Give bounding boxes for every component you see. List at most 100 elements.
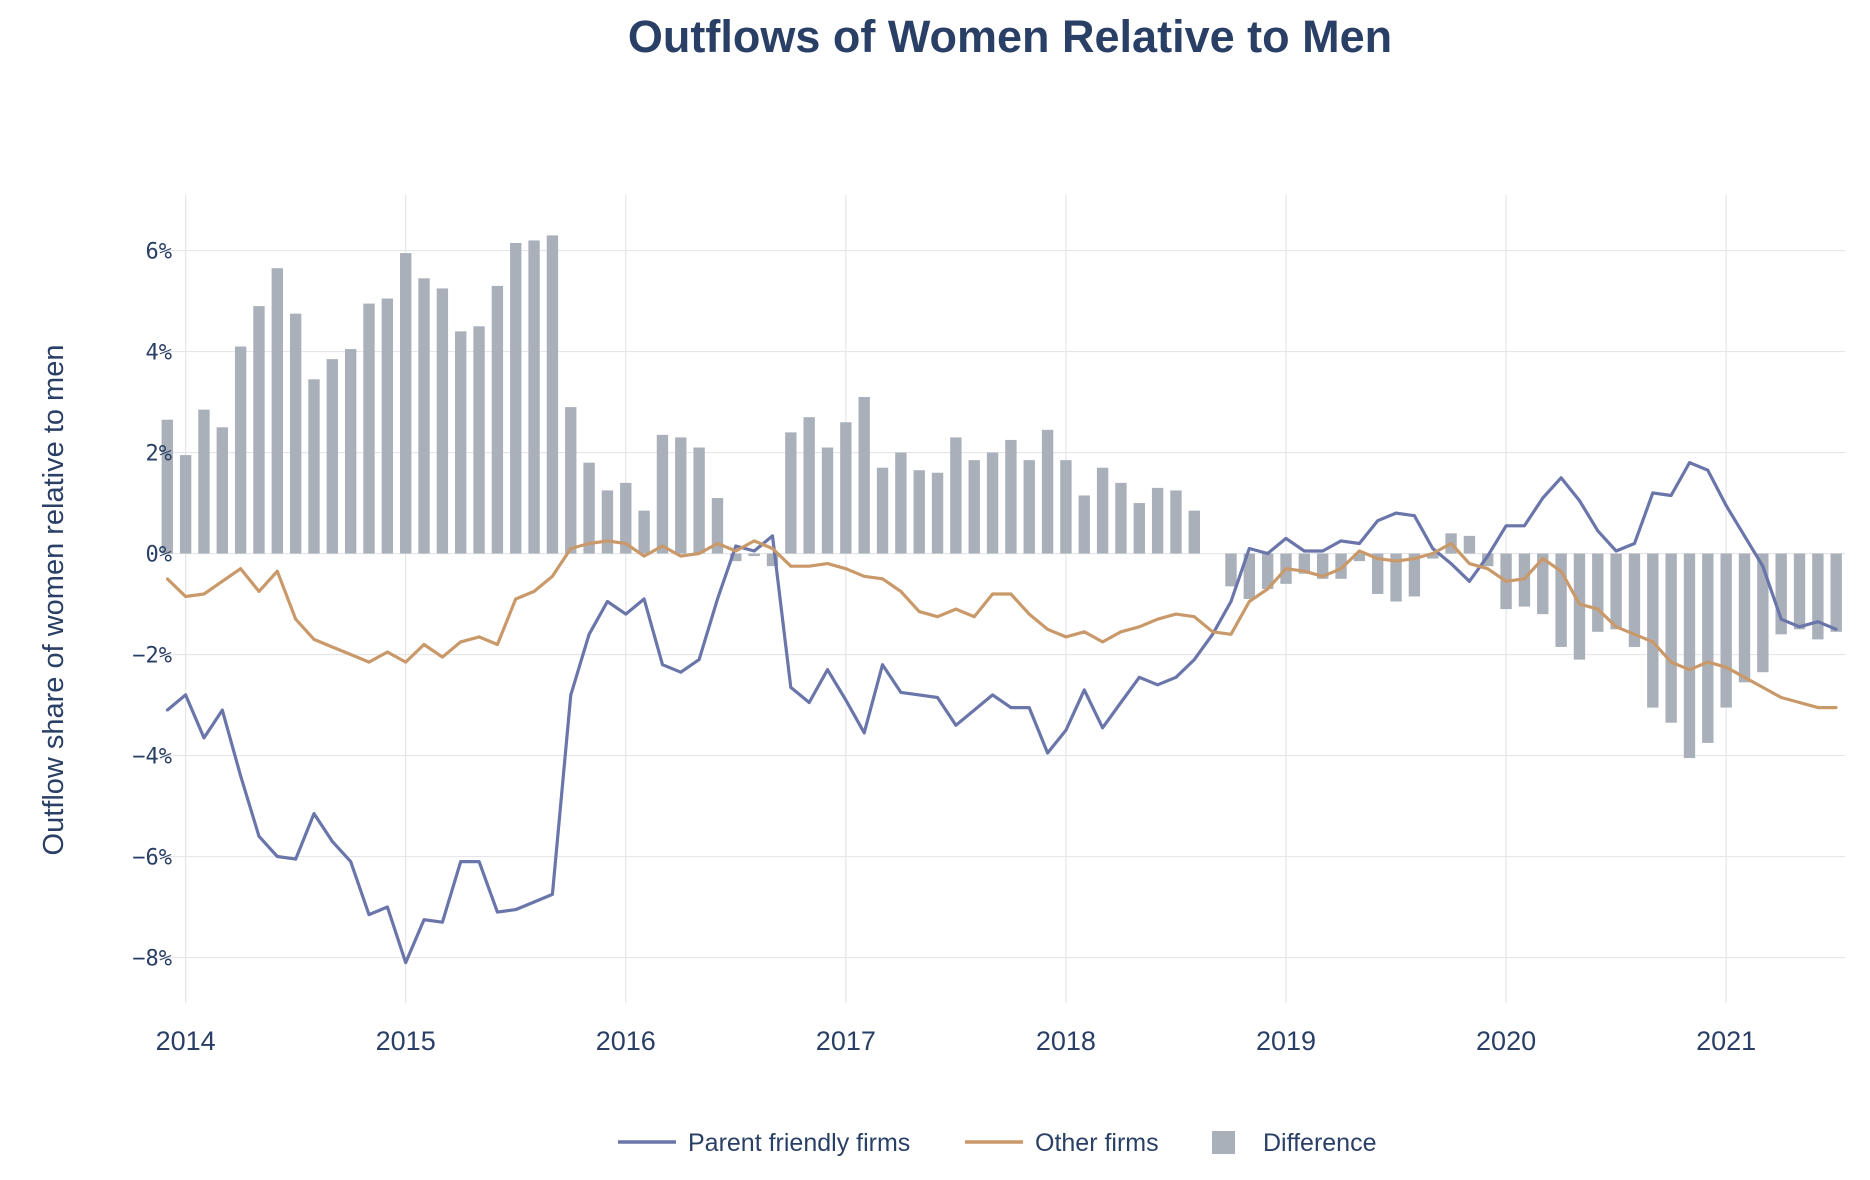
- line-point: [899, 691, 903, 694]
- difference-bar: [950, 437, 962, 554]
- difference-bar: [1592, 553, 1604, 632]
- line-point: [1468, 579, 1471, 583]
- line-point: [1688, 668, 1691, 672]
- difference-bar: [289, 313, 302, 554]
- line-point: [954, 607, 958, 611]
- line-point: [1761, 685, 1765, 689]
- line-point: [1229, 600, 1233, 603]
- line-point: [606, 600, 609, 603]
- line-point: [972, 708, 976, 712]
- difference-bar: [1005, 439, 1017, 554]
- difference-bar: [1408, 553, 1421, 597]
- y-axis-label: Outflow share of women relative to men: [38, 345, 70, 856]
- line-point: [1009, 592, 1013, 596]
- line-point: [367, 660, 371, 664]
- line-point: [917, 610, 921, 614]
- line-point: [1523, 524, 1526, 528]
- difference-bar: [711, 498, 724, 554]
- line-point: [771, 547, 774, 550]
- difference-bar: [473, 326, 485, 554]
- line-point: [1816, 620, 1820, 624]
- line-point: [1266, 587, 1270, 591]
- chart-title: Outflows of Women Relative to Men: [628, 11, 1392, 62]
- difference-bar: [363, 303, 375, 554]
- line-point: [1211, 630, 1215, 634]
- line-point: [532, 590, 536, 593]
- x-tick-label: 2015: [376, 1026, 436, 1056]
- line-point: [1614, 625, 1618, 629]
- difference-bar: [840, 422, 852, 554]
- difference-bar: [510, 242, 522, 554]
- line-point: [1523, 577, 1526, 581]
- line-point: [1651, 640, 1655, 644]
- difference-bar: [1060, 460, 1072, 554]
- line-point: [807, 564, 811, 568]
- line-point: [826, 562, 829, 566]
- difference-bar: [1812, 553, 1824, 640]
- line-point: [1706, 468, 1710, 472]
- line-point: [1468, 562, 1471, 566]
- line-point: [1266, 552, 1270, 555]
- difference-bars: [161, 235, 1842, 759]
- line-point: [1541, 557, 1545, 560]
- x-tick-label: 2017: [816, 1026, 876, 1056]
- line-point: [1357, 542, 1361, 545]
- line-point: [679, 554, 683, 558]
- line-point: [477, 860, 481, 863]
- difference-bar: [1628, 553, 1641, 647]
- y-tick-label: 6%: [146, 240, 173, 265]
- line-point: [404, 961, 408, 964]
- difference-bar: [1537, 553, 1549, 615]
- line-point: [606, 539, 609, 543]
- line-point: [697, 658, 701, 661]
- difference-bar: [1298, 553, 1311, 574]
- line-point: [587, 542, 591, 545]
- line-point: [1394, 511, 1398, 515]
- line-point: [716, 542, 719, 545]
- difference-bar: [491, 285, 504, 554]
- line-point: [862, 574, 866, 578]
- difference-bar: [803, 417, 815, 554]
- line-point: [1009, 706, 1013, 709]
- line-point: [1376, 557, 1380, 560]
- line-point: [936, 615, 939, 619]
- difference-bar: [601, 490, 614, 554]
- line-point: [789, 685, 793, 689]
- difference-bar: [620, 482, 632, 554]
- difference-bar: [1720, 553, 1732, 708]
- difference-bar: [1133, 503, 1145, 554]
- difference-bar: [528, 240, 540, 554]
- line-point: [569, 693, 573, 697]
- legend-item-parent-friendly[interactable]: Parent friendly firms: [618, 1129, 910, 1157]
- difference-bar: [968, 460, 980, 554]
- difference-bar: [675, 437, 687, 554]
- x-tick-label: 2016: [596, 1026, 656, 1056]
- line-point: [1357, 549, 1361, 553]
- line-point: [220, 708, 224, 712]
- line-point: [220, 579, 224, 583]
- line-point: [1431, 547, 1435, 550]
- difference-bar: [1225, 553, 1237, 587]
- line-point: [734, 544, 738, 548]
- line-point: [404, 660, 408, 664]
- legend-item-difference[interactable]: Difference: [1212, 1129, 1377, 1157]
- line-point: [440, 655, 444, 659]
- y-tick-label: −4%: [132, 745, 172, 770]
- difference-bar: [1702, 553, 1714, 743]
- legend-item-other-firms[interactable]: Other firms: [965, 1129, 1159, 1157]
- line-point: [312, 638, 316, 641]
- difference-bar: [216, 427, 228, 554]
- line-point: [569, 547, 573, 550]
- line-point: [312, 812, 316, 816]
- difference-bar: [326, 359, 339, 554]
- difference-bar: [1683, 553, 1696, 759]
- difference-bar: [1261, 553, 1274, 589]
- line-point: [917, 693, 921, 697]
- line-point: [1376, 519, 1380, 523]
- line-point: [367, 913, 371, 917]
- difference-bar: [1775, 553, 1787, 635]
- line-point: [514, 908, 518, 911]
- legend: Parent friendly firms Other firms Differ…: [618, 1129, 1377, 1157]
- line-point: [385, 650, 389, 654]
- line-point: [1302, 569, 1306, 573]
